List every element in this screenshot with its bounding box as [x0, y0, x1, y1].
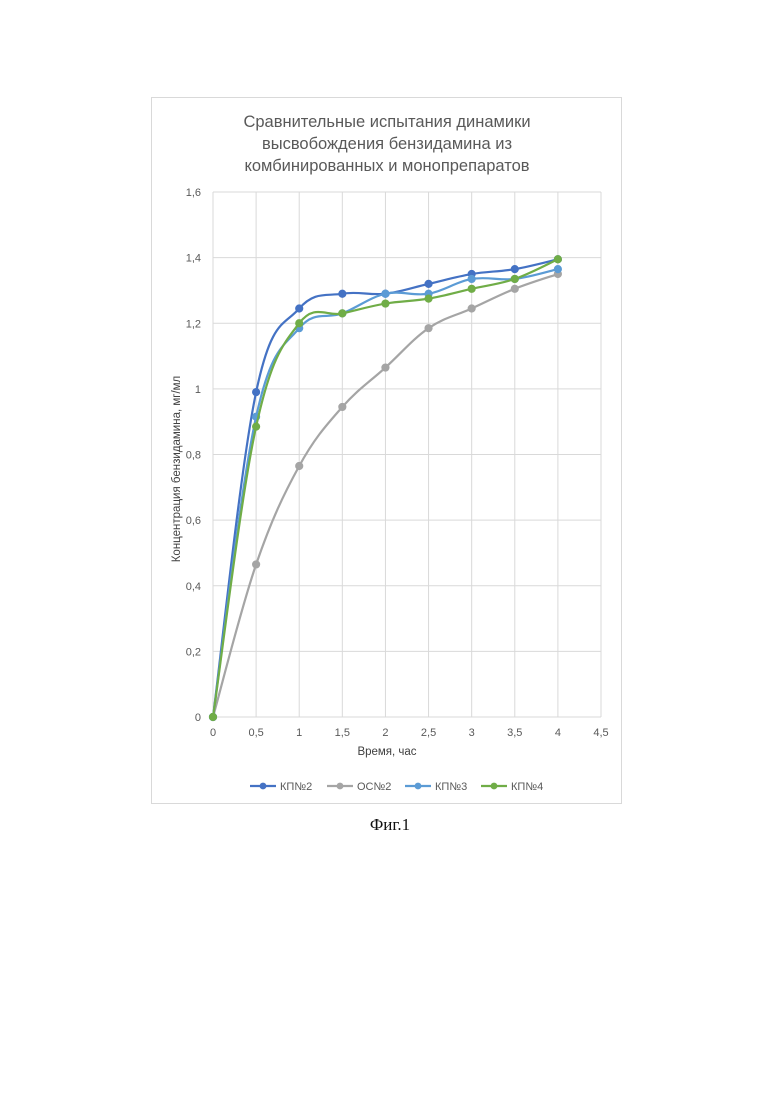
figure-caption: Фиг.1	[0, 815, 780, 835]
legend-item-1: ОС№2	[327, 781, 391, 793]
data-point-1-6	[468, 305, 475, 312]
x-tick-label-9: 4,5	[593, 727, 608, 739]
legend-item-0: КП№2	[250, 781, 312, 793]
x-tick-label-1: 0,5	[248, 727, 263, 739]
data-point-3-6	[468, 285, 475, 292]
y-tick-labels: 0 0,2 0,4 0,6 0,8 1 1,2 1,4 1,6	[186, 187, 201, 724]
legend-label-0: КП№2	[280, 781, 312, 793]
data-point-3-4	[382, 300, 389, 307]
chart-title-line-3: комбинированных и монопрепаратов	[244, 157, 529, 175]
legend-marker-3	[491, 783, 498, 790]
y-axis-label: Концентрация бензидамина, мг/мл	[171, 376, 183, 563]
y-tick-label-4: 0,8	[186, 450, 201, 462]
legend-label-3: КП№4	[511, 781, 543, 793]
chart-frame: Сравнительные испытания динамики высвобо…	[151, 97, 622, 804]
data-point-1-1	[253, 561, 260, 568]
data-point-1-7	[511, 285, 518, 292]
x-tick-label-7: 3,5	[507, 727, 522, 739]
data-point-2-8	[554, 266, 561, 273]
data-point-0-3	[339, 290, 346, 297]
x-tick-label-3: 1,5	[335, 727, 350, 739]
data-point-0-7	[511, 266, 518, 273]
legend-item-3: КП№4	[481, 781, 543, 793]
data-point-0-2	[296, 305, 303, 312]
x-tick-labels: 0 0,5 1 1,5 2 2,5 3 3,5 4 4,5	[210, 727, 609, 739]
legend: КП№2 ОС№2 КП№3 КП№4	[250, 781, 543, 793]
y-tick-label-7: 1,4	[186, 253, 201, 265]
data-point-3-5	[425, 295, 432, 302]
legend-marker-0	[260, 783, 267, 790]
data-point-3-0	[209, 713, 216, 720]
data-point-1-5	[425, 325, 432, 332]
y-tick-label-3: 0,6	[186, 515, 201, 527]
x-tick-label-6: 3	[469, 727, 475, 739]
data-point-1-4	[382, 364, 389, 371]
legend-marker-2	[415, 783, 422, 790]
data-point-2-4	[382, 290, 389, 297]
x-axis-label: Время, час	[357, 746, 416, 758]
data-point-0-1	[253, 389, 260, 396]
data-point-0-5	[425, 280, 432, 287]
gridlines	[213, 192, 601, 717]
data-point-3-3	[339, 310, 346, 317]
data-point-3-1	[253, 423, 260, 430]
data-point-1-2	[296, 462, 303, 469]
data-point-2-6	[468, 275, 475, 282]
legend-marker-1	[337, 783, 344, 790]
y-tick-label-8: 1,6	[186, 187, 201, 199]
data-point-1-3	[339, 403, 346, 410]
data-point-3-7	[511, 275, 518, 282]
data-point-3-8	[554, 256, 561, 263]
x-tick-label-0: 0	[210, 727, 216, 739]
x-tick-label-5: 2,5	[421, 727, 436, 739]
x-tick-label-2: 1	[296, 727, 302, 739]
chart-title-line-2: высвобождения бензидамина из	[262, 135, 512, 153]
legend-label-2: КП№3	[435, 781, 467, 793]
x-tick-label-4: 2	[382, 727, 388, 739]
chart-svg: Сравнительные испытания динамики высвобо…	[152, 98, 623, 805]
chart-title: Сравнительные испытания динамики высвобо…	[243, 113, 530, 175]
legend-item-2: КП№3	[405, 781, 467, 793]
chart-title-line-1: Сравнительные испытания динамики	[243, 113, 530, 131]
y-tick-label-0: 0	[195, 712, 201, 724]
x-tick-label-8: 4	[555, 727, 561, 739]
data-point-3-2	[296, 320, 303, 327]
y-tick-label-1: 0,2	[186, 646, 201, 658]
y-tick-label-6: 1,2	[186, 318, 201, 330]
y-tick-label-2: 0,4	[186, 581, 201, 593]
legend-label-1: ОС№2	[357, 781, 391, 793]
y-tick-label-5: 1	[195, 384, 201, 396]
